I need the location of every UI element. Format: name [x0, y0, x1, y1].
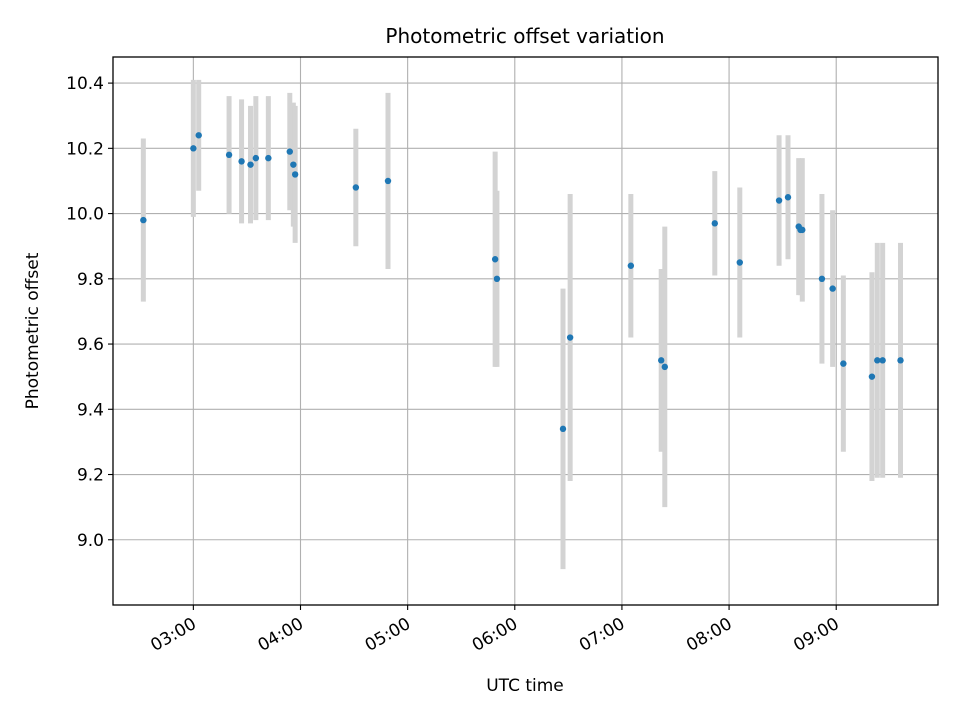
data-point	[352, 184, 360, 191]
data-point	[879, 357, 886, 364]
chart-title: Photometric offset variation	[385, 24, 664, 48]
data-point	[140, 216, 147, 224]
data-point	[658, 357, 665, 364]
data-point	[225, 151, 233, 159]
data-point	[491, 256, 499, 263]
data-point	[265, 154, 272, 162]
plot-area-frame	[112, 56, 939, 606]
data-point	[190, 145, 197, 152]
data-point	[818, 275, 826, 283]
data-point	[195, 132, 202, 139]
data-point	[711, 220, 718, 227]
data-point	[627, 262, 635, 269]
data-point	[290, 161, 297, 168]
data-point	[736, 259, 743, 266]
data-point	[384, 177, 392, 185]
data-point	[874, 357, 881, 364]
data-point	[784, 194, 792, 201]
data-point	[897, 357, 904, 364]
y-tick-label: 9.4	[77, 400, 104, 420]
data-point	[493, 275, 501, 283]
y-tick-label: 10.2	[66, 139, 104, 159]
y-tick-label: 10.4	[66, 74, 104, 94]
data-points	[140, 132, 904, 433]
data-point	[247, 161, 254, 168]
data-point	[238, 158, 245, 165]
data-point	[291, 171, 299, 178]
y-axis-label: Photometric offset	[23, 252, 43, 409]
data-point	[559, 425, 567, 433]
y-tick-label: 9.8	[77, 270, 104, 290]
y-tick-label: 9.6	[77, 335, 104, 355]
data-point	[775, 197, 783, 204]
y-tick-label: 9.2	[77, 466, 104, 486]
y-tick-label: 9.0	[77, 531, 104, 551]
x-axis-label: UTC time	[486, 676, 564, 696]
data-point	[840, 360, 847, 367]
data-point	[566, 334, 574, 341]
data-point	[799, 226, 806, 234]
y-tick-label: 10.0	[66, 205, 104, 225]
data-point	[868, 373, 876, 380]
data-point	[286, 148, 293, 155]
data-point	[661, 363, 668, 371]
data-point	[829, 285, 836, 292]
data-point	[252, 154, 260, 162]
